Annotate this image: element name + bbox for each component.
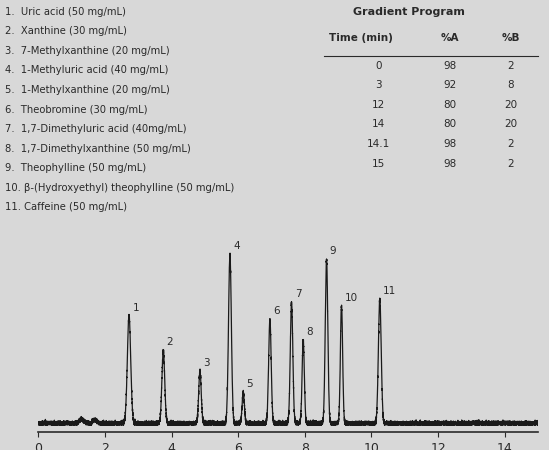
Text: 5.  1-Methylxanthine (20 mg/mL): 5. 1-Methylxanthine (20 mg/mL) (5, 85, 170, 95)
Text: 2: 2 (167, 338, 173, 347)
Text: 3.  7-Methylxanthine (20 mg/mL): 3. 7-Methylxanthine (20 mg/mL) (5, 46, 170, 56)
Text: 7: 7 (295, 289, 301, 299)
Text: 2: 2 (507, 159, 514, 169)
Text: 10: 10 (345, 292, 358, 302)
Text: 15: 15 (372, 159, 385, 169)
Text: 4.  1-Methyluric acid (40 mg/mL): 4. 1-Methyluric acid (40 mg/mL) (5, 66, 169, 76)
Text: 4: 4 (233, 241, 240, 251)
Text: 9: 9 (330, 246, 337, 256)
Text: 5: 5 (247, 379, 253, 389)
Text: 2: 2 (507, 139, 514, 149)
Text: 2: 2 (507, 61, 514, 71)
Text: 6.  Theobromine (30 mg/mL): 6. Theobromine (30 mg/mL) (5, 105, 148, 115)
Text: 11: 11 (383, 286, 396, 296)
Text: 3: 3 (203, 358, 210, 368)
Text: 7.  1,7-Dimethyluric acid (40mg/mL): 7. 1,7-Dimethyluric acid (40mg/mL) (5, 124, 187, 134)
Text: 8.  1,7-Dimethylxanthine (50 mg/mL): 8. 1,7-Dimethylxanthine (50 mg/mL) (5, 144, 191, 154)
Text: 2.  Xanthine (30 mg/mL): 2. Xanthine (30 mg/mL) (5, 26, 127, 36)
Text: 14.1: 14.1 (367, 139, 390, 149)
Text: Gradient Program: Gradient Program (353, 7, 465, 17)
Text: 8: 8 (306, 327, 313, 337)
Text: 14: 14 (372, 120, 385, 130)
Text: 12: 12 (372, 100, 385, 110)
Text: 98: 98 (444, 159, 457, 169)
Text: 6: 6 (273, 306, 280, 316)
Text: %A: %A (441, 33, 460, 43)
Text: 80: 80 (444, 100, 457, 110)
Text: 20: 20 (504, 120, 517, 130)
Text: 0: 0 (376, 61, 382, 71)
Text: 8: 8 (507, 80, 514, 90)
Text: 1.  Uric acid (50 mg/mL): 1. Uric acid (50 mg/mL) (5, 7, 126, 17)
Text: Time (min): Time (min) (329, 33, 393, 43)
Text: 20: 20 (504, 100, 517, 110)
Text: 92: 92 (444, 80, 457, 90)
Text: 98: 98 (444, 139, 457, 149)
Text: 9.  Theophylline (50 mg/mL): 9. Theophylline (50 mg/mL) (5, 163, 147, 173)
Text: 3: 3 (376, 80, 382, 90)
Text: %B: %B (501, 33, 520, 43)
Text: 10. β-(Hydroxyethyl) theophylline (50 mg/mL): 10. β-(Hydroxyethyl) theophylline (50 mg… (5, 183, 235, 193)
Text: 98: 98 (444, 61, 457, 71)
Text: 11. Caffeine (50 mg/mL): 11. Caffeine (50 mg/mL) (5, 202, 127, 212)
Text: 80: 80 (444, 120, 457, 130)
Text: 1: 1 (132, 303, 139, 313)
